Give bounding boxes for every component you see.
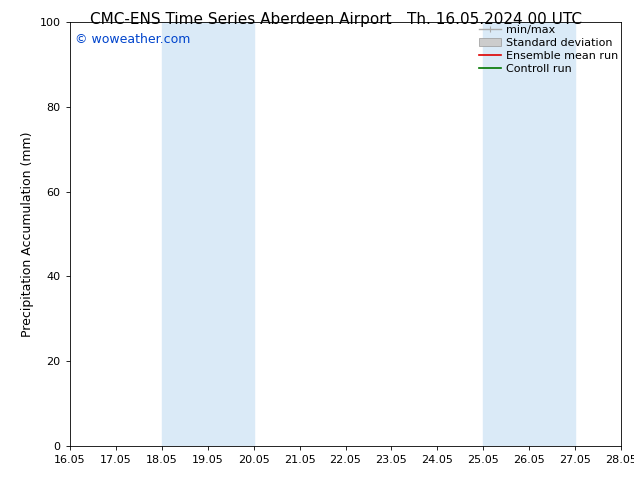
Text: © woweather.com: © woweather.com [75, 33, 191, 46]
Y-axis label: Precipitation Accumulation (mm): Precipitation Accumulation (mm) [21, 131, 34, 337]
Bar [483, 22, 575, 446]
Text: CMC-ENS Time Series Aberdeen Airport: CMC-ENS Time Series Aberdeen Airport [90, 12, 392, 27]
Legend: min/max, Standard deviation, Ensemble mean run, Controll run: min/max, Standard deviation, Ensemble me… [479, 25, 618, 74]
Text: Th. 16.05.2024 00 UTC: Th. 16.05.2024 00 UTC [407, 12, 582, 27]
Bar [162, 22, 254, 446]
